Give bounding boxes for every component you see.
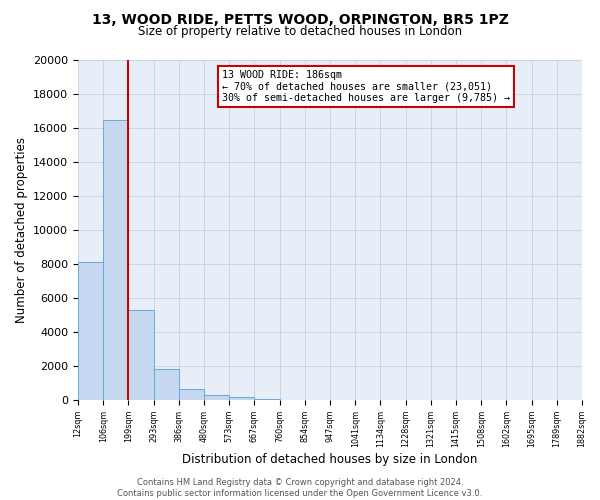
Bar [154, 370, 179, 400]
Bar [229, 398, 254, 400]
Bar [103, 120, 128, 400]
Bar [128, 310, 154, 400]
X-axis label: Distribution of detached houses by size in London: Distribution of detached houses by size … [182, 453, 478, 466]
Bar [179, 389, 204, 400]
Text: Contains HM Land Registry data © Crown copyright and database right 2024.
Contai: Contains HM Land Registry data © Crown c… [118, 478, 482, 498]
Bar [254, 398, 280, 400]
Bar [78, 262, 103, 400]
Y-axis label: Number of detached properties: Number of detached properties [14, 137, 28, 323]
Bar [204, 395, 229, 400]
Text: Size of property relative to detached houses in London: Size of property relative to detached ho… [138, 25, 462, 38]
Text: 13, WOOD RIDE, PETTS WOOD, ORPINGTON, BR5 1PZ: 13, WOOD RIDE, PETTS WOOD, ORPINGTON, BR… [92, 12, 508, 26]
Text: 13 WOOD RIDE: 186sqm
← 70% of detached houses are smaller (23,051)
30% of semi-d: 13 WOOD RIDE: 186sqm ← 70% of detached h… [221, 70, 509, 103]
